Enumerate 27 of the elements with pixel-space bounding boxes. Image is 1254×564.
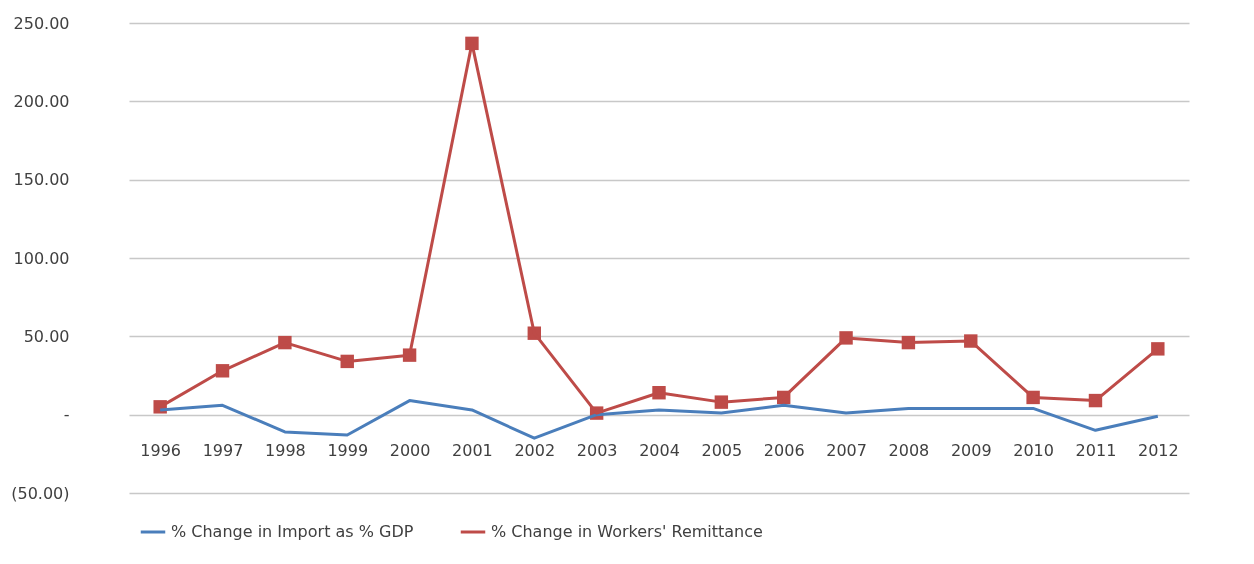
- y-tick-label: (50.00): [11, 483, 70, 503]
- x-tick-label: 2001: [452, 441, 493, 461]
- x-tick-label: 1996: [140, 441, 182, 461]
- y-tick-label: 250.00: [13, 13, 70, 33]
- x-tick-label: 2006: [763, 441, 805, 461]
- x-tick-label: 2002: [514, 441, 556, 461]
- y-tick-label: 150.00: [13, 170, 70, 190]
- x-tick-label: 2000: [389, 441, 431, 461]
- x-tick-label: 2012: [1137, 441, 1179, 461]
- point: [1151, 342, 1165, 356]
- x-tick-label: 1999: [327, 441, 369, 461]
- x-tick-label: 2009: [950, 441, 992, 461]
- x-tick-label: 2010: [1013, 441, 1054, 461]
- x-tick-label: 2003: [576, 441, 618, 461]
- y-tick-label: 200.00: [13, 91, 70, 111]
- x-tick-label: 2007: [826, 441, 867, 461]
- x-tick-label: 2008: [888, 441, 930, 461]
- x-tick-label: 2005: [701, 441, 743, 461]
- y-tick-label: 100.00: [13, 248, 70, 268]
- x-tick-label: 1998: [265, 441, 306, 461]
- legend-label: % Change in Import as % GDP: [171, 522, 414, 541]
- x-tick-label: 2004: [639, 441, 680, 461]
- x-tick-label: 2011: [1075, 441, 1117, 461]
- y-tick-label: -: [63, 405, 70, 425]
- y-tick-label: 50.00: [23, 326, 70, 346]
- legend-label: % Change in Workers' Remittance: [491, 522, 763, 541]
- x-tick-label: 1997: [202, 441, 244, 461]
